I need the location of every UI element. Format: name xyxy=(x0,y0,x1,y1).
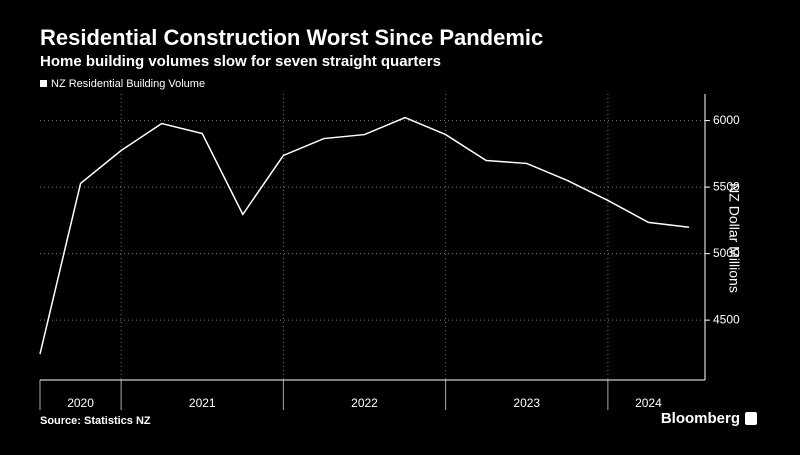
x-tick-label: 2024 xyxy=(635,396,662,410)
series-line xyxy=(39,116,690,355)
y-tick-label: 5000 xyxy=(713,246,740,260)
y-tick-label: 4500 xyxy=(713,312,740,326)
x-tick-label: 2020 xyxy=(67,396,94,410)
x-tick-label: 2022 xyxy=(351,396,378,410)
y-tick-label: 5500 xyxy=(713,179,740,193)
chart-title: Residential Construction Worst Since Pan… xyxy=(40,25,543,50)
y-axis-label: NZ Dollar Millions xyxy=(726,183,742,293)
brand: Bloomberg xyxy=(661,410,740,427)
brand-icon xyxy=(745,412,757,425)
y-tick-label: 6000 xyxy=(713,113,740,127)
chart-subtitle: Home building volumes slow for seven str… xyxy=(40,53,441,70)
x-tick-label: 2023 xyxy=(513,396,540,410)
legend-label: NZ Residential Building Volume xyxy=(51,78,205,90)
legend-swatch xyxy=(40,80,47,87)
source: Source: Statistics NZ xyxy=(40,415,151,427)
x-tick-label: 2021 xyxy=(189,396,216,410)
